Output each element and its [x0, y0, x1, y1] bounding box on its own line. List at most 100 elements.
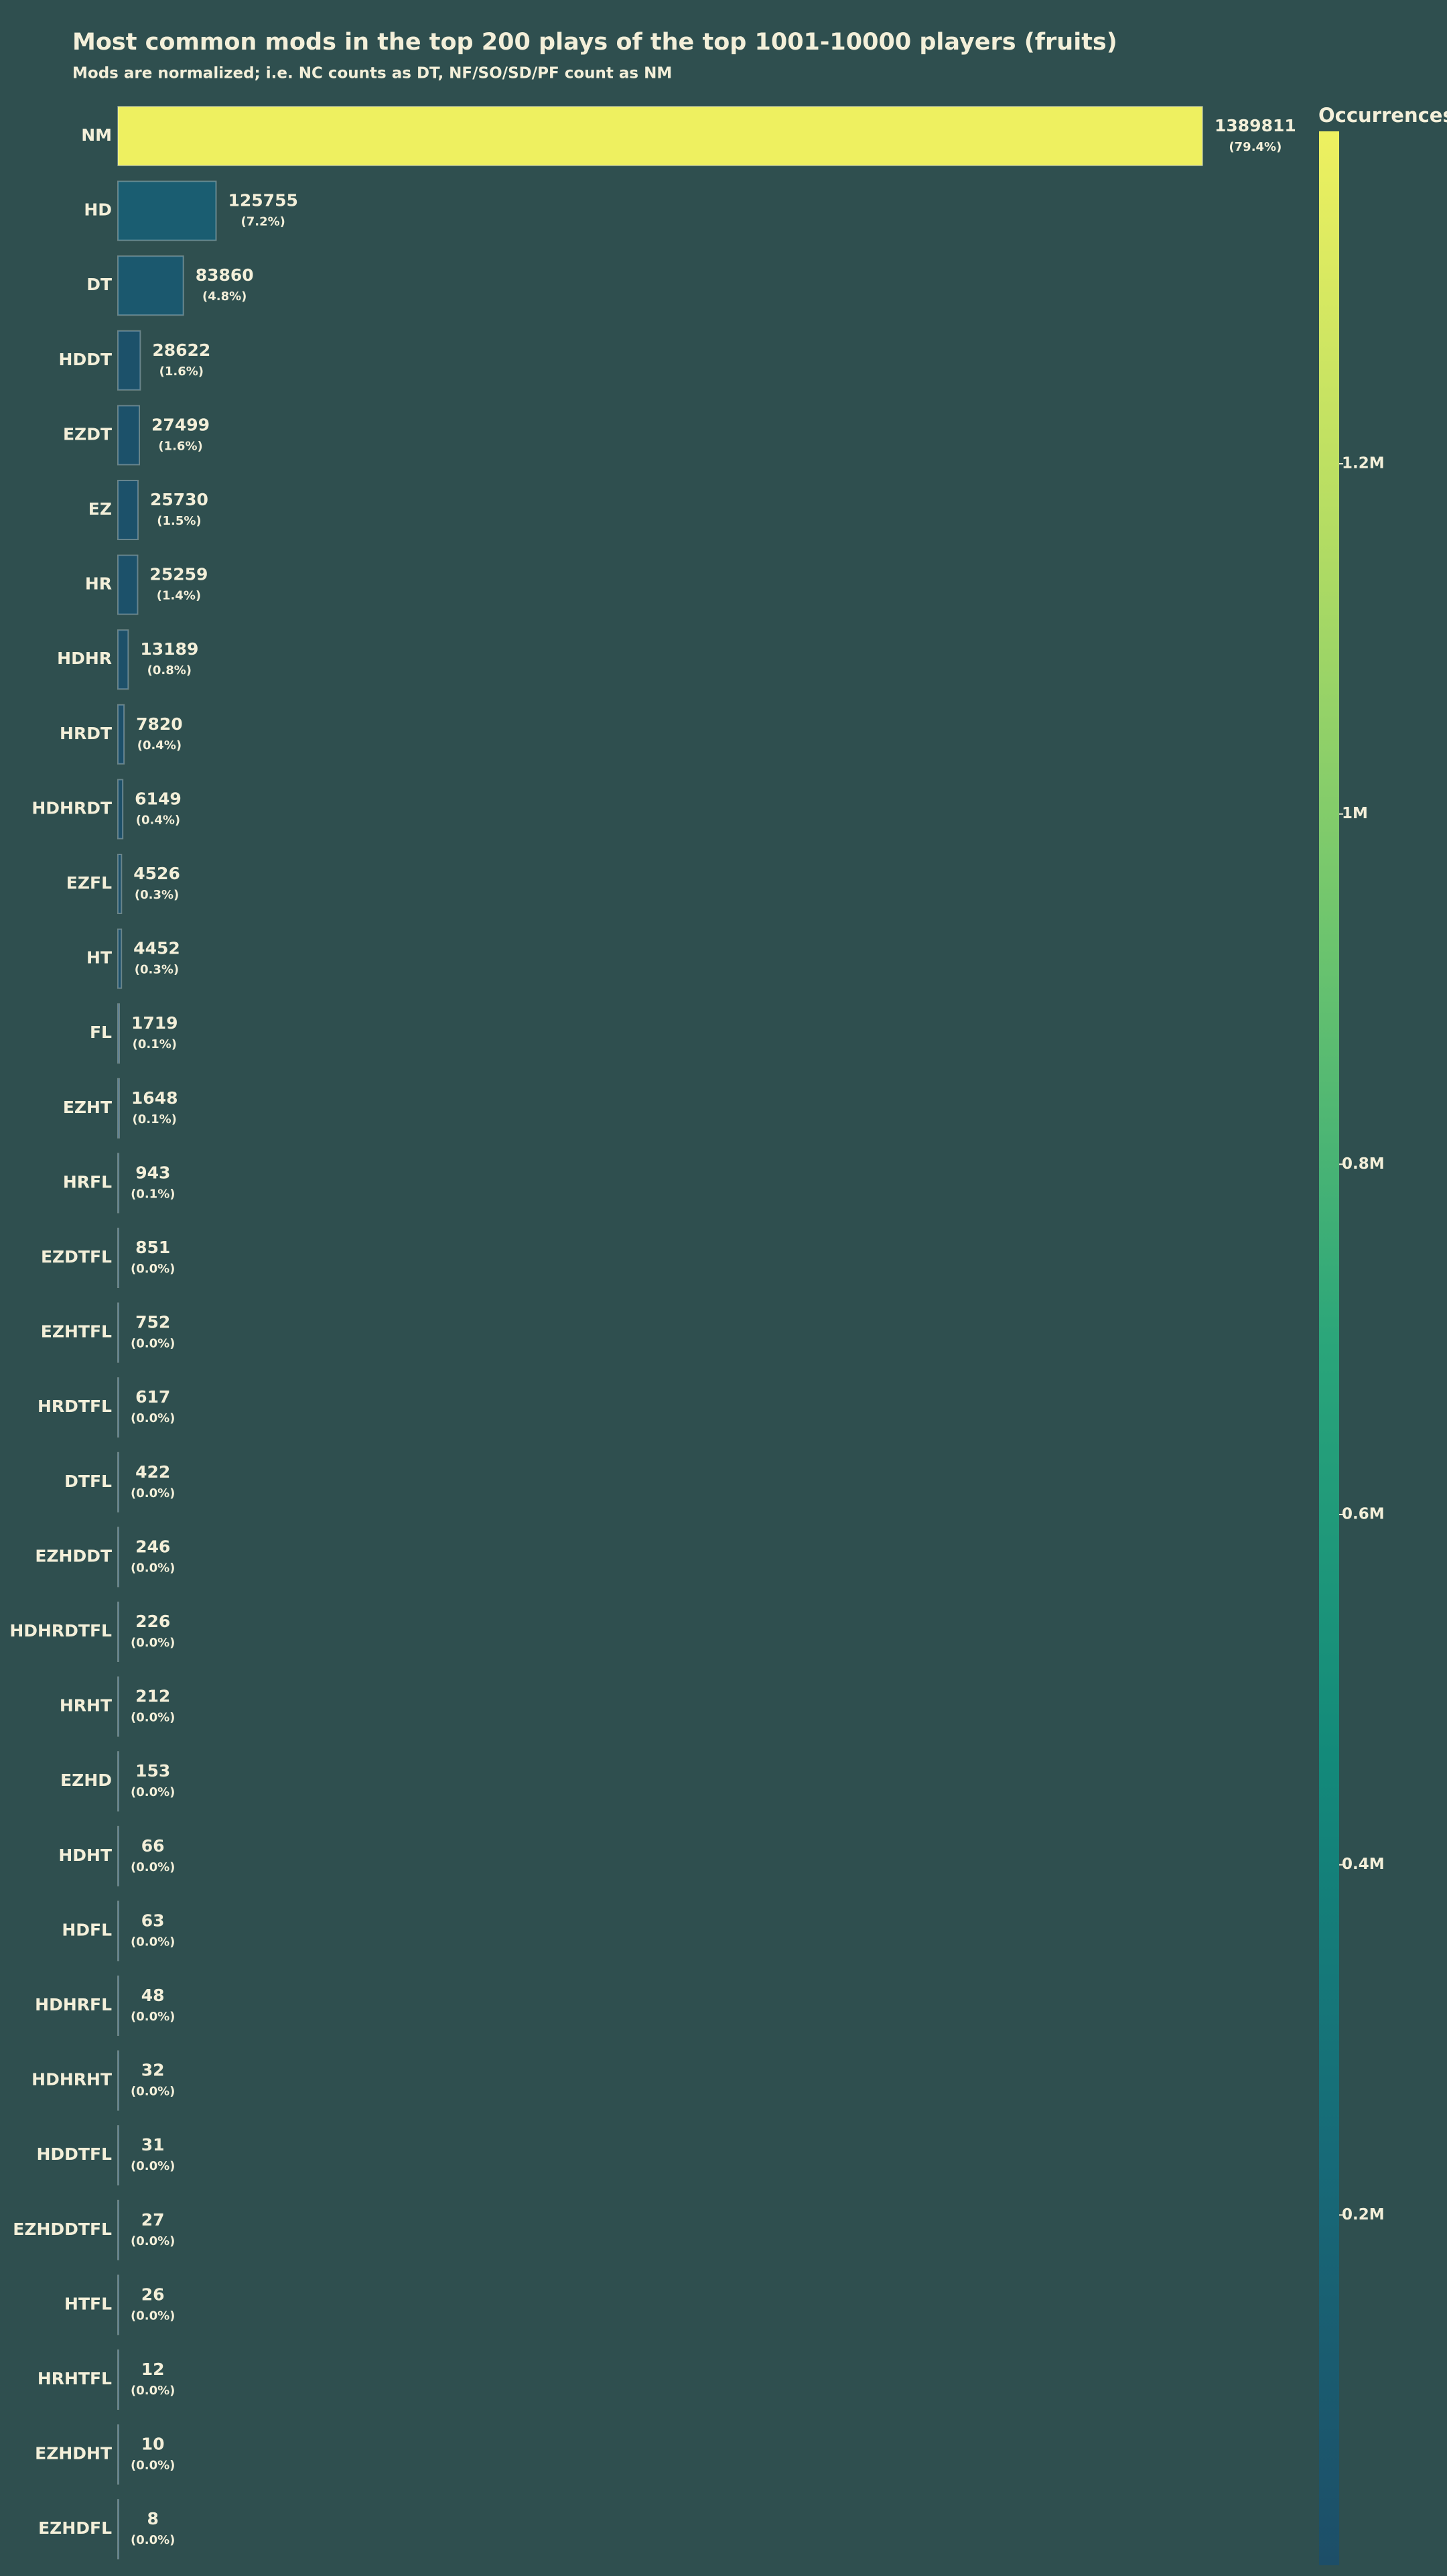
value-label: 153: [135, 1761, 170, 1781]
bar: [117, 1078, 120, 1139]
y-tick-label: HDHRHT: [31, 2070, 112, 2089]
share-label: (0.0%): [131, 2159, 175, 2173]
value-label: 6149: [135, 789, 182, 808]
bar: [117, 1228, 119, 1288]
bar: [117, 1527, 119, 1588]
y-tick-label: EZDT: [63, 424, 112, 444]
y-tick-label: HRHTFL: [38, 2369, 112, 2388]
bar: [117, 1825, 119, 1886]
bar: [117, 2199, 119, 2260]
share-label: (0.0%): [131, 2459, 175, 2473]
y-tick-label: FL: [90, 1023, 112, 1042]
bar: [117, 2499, 119, 2560]
y-tick-label: HT: [86, 948, 112, 968]
bar: [117, 255, 184, 316]
colorbar-tick-label: 0.4M: [1342, 1856, 1385, 1873]
y-tick-label: HDHRDTFL: [9, 1621, 112, 1640]
value-label: 27: [141, 2210, 165, 2230]
bar: [117, 330, 141, 391]
value-label: 1719: [131, 1013, 178, 1033]
value-label: 1648: [131, 1088, 178, 1108]
y-tick-label: EZHDDT: [35, 1546, 112, 1565]
y-tick-label: EZHDFL: [38, 2518, 112, 2538]
share-label: (1.4%): [157, 589, 201, 603]
y-tick-label: EZ: [88, 499, 112, 519]
value-label: 4526: [133, 864, 180, 883]
share-label: (0.0%): [131, 1935, 175, 1949]
y-tick-label: EZDTFL: [41, 1247, 112, 1267]
y-tick-label: HDDT: [59, 350, 112, 369]
bar: [117, 704, 125, 765]
share-label: (79.4%): [1229, 140, 1282, 154]
chart-title: Most common mods in the top 200 plays of…: [72, 29, 1117, 56]
value-label: 617: [135, 1387, 170, 1407]
value-label: 246: [135, 1537, 170, 1556]
share-label: (0.3%): [135, 888, 179, 902]
bar: [117, 854, 123, 914]
bar: [117, 1602, 119, 1662]
value-label: 26: [141, 2284, 165, 2304]
share-label: (0.1%): [133, 1112, 177, 1126]
share-label: (0.0%): [131, 1711, 175, 1725]
value-label: 28622: [152, 340, 210, 360]
value-label: 12: [141, 2360, 165, 2379]
value-label: 4452: [133, 939, 180, 958]
value-label: 1389811: [1215, 116, 1296, 135]
share-label: (0.1%): [131, 1187, 175, 1201]
y-tick-label: EZFL: [66, 873, 112, 893]
y-tick-label: HD: [84, 200, 112, 220]
bar: [117, 2424, 119, 2485]
value-label: 48: [141, 1986, 165, 2005]
value-label: 125755: [228, 191, 297, 210]
bar: [117, 1377, 119, 1438]
bar: [117, 180, 217, 241]
y-tick-label: HTFL: [64, 2294, 112, 2313]
y-tick-label: EZHT: [63, 1098, 112, 1117]
value-label: 8: [147, 2509, 158, 2528]
share-label: (0.0%): [131, 2010, 175, 2024]
share-label: (0.4%): [136, 813, 180, 827]
y-tick-label: HRDTFL: [38, 1397, 112, 1416]
value-label: 10: [141, 2435, 165, 2454]
value-label: 851: [135, 1238, 170, 1257]
bar: [117, 779, 124, 840]
y-tick-label: EZHDDTFL: [13, 2219, 112, 2239]
bar: [117, 1452, 119, 1512]
share-label: (0.0%): [131, 1636, 175, 1650]
bar: [117, 106, 1203, 166]
bar: [117, 2050, 119, 2111]
bar: [117, 2349, 119, 2410]
y-tick-label: DTFL: [64, 1472, 112, 1491]
colorbar-tick-label: 1M: [1342, 805, 1368, 822]
bar: [117, 405, 141, 466]
share-label: (0.4%): [137, 738, 182, 753]
bar: [117, 928, 123, 989]
bar: [117, 480, 139, 540]
y-tick-label: HR: [85, 574, 112, 594]
share-label: (0.0%): [131, 1785, 175, 1799]
value-label: 422: [135, 1462, 170, 1482]
bar: [117, 1302, 119, 1363]
y-tick-label: HDHRDT: [31, 798, 112, 818]
share-label: (0.0%): [131, 1860, 175, 1874]
share-label: (4.8%): [202, 289, 247, 304]
share-label: (0.0%): [131, 1337, 175, 1351]
colorbar-title: Occurrences: [1318, 104, 1447, 127]
bar: [117, 1751, 119, 1812]
bar: [117, 629, 129, 690]
share-label: (0.0%): [131, 2384, 175, 2398]
value-label: 7820: [136, 714, 183, 734]
bar: [117, 2125, 119, 2186]
value-label: 27499: [151, 415, 210, 434]
y-tick-label: HDDTFL: [37, 2144, 113, 2164]
y-tick-label: NM: [81, 125, 112, 145]
value-label: 212: [135, 1687, 170, 1706]
bar: [117, 1003, 121, 1064]
y-tick-label: EZHD: [60, 1770, 112, 1790]
value-label: 13189: [140, 639, 198, 659]
share-label: (0.0%): [131, 1486, 175, 1500]
y-tick-label: DT: [86, 275, 112, 294]
bar: [117, 1901, 119, 1961]
y-tick-label: HDHT: [58, 1846, 112, 1865]
